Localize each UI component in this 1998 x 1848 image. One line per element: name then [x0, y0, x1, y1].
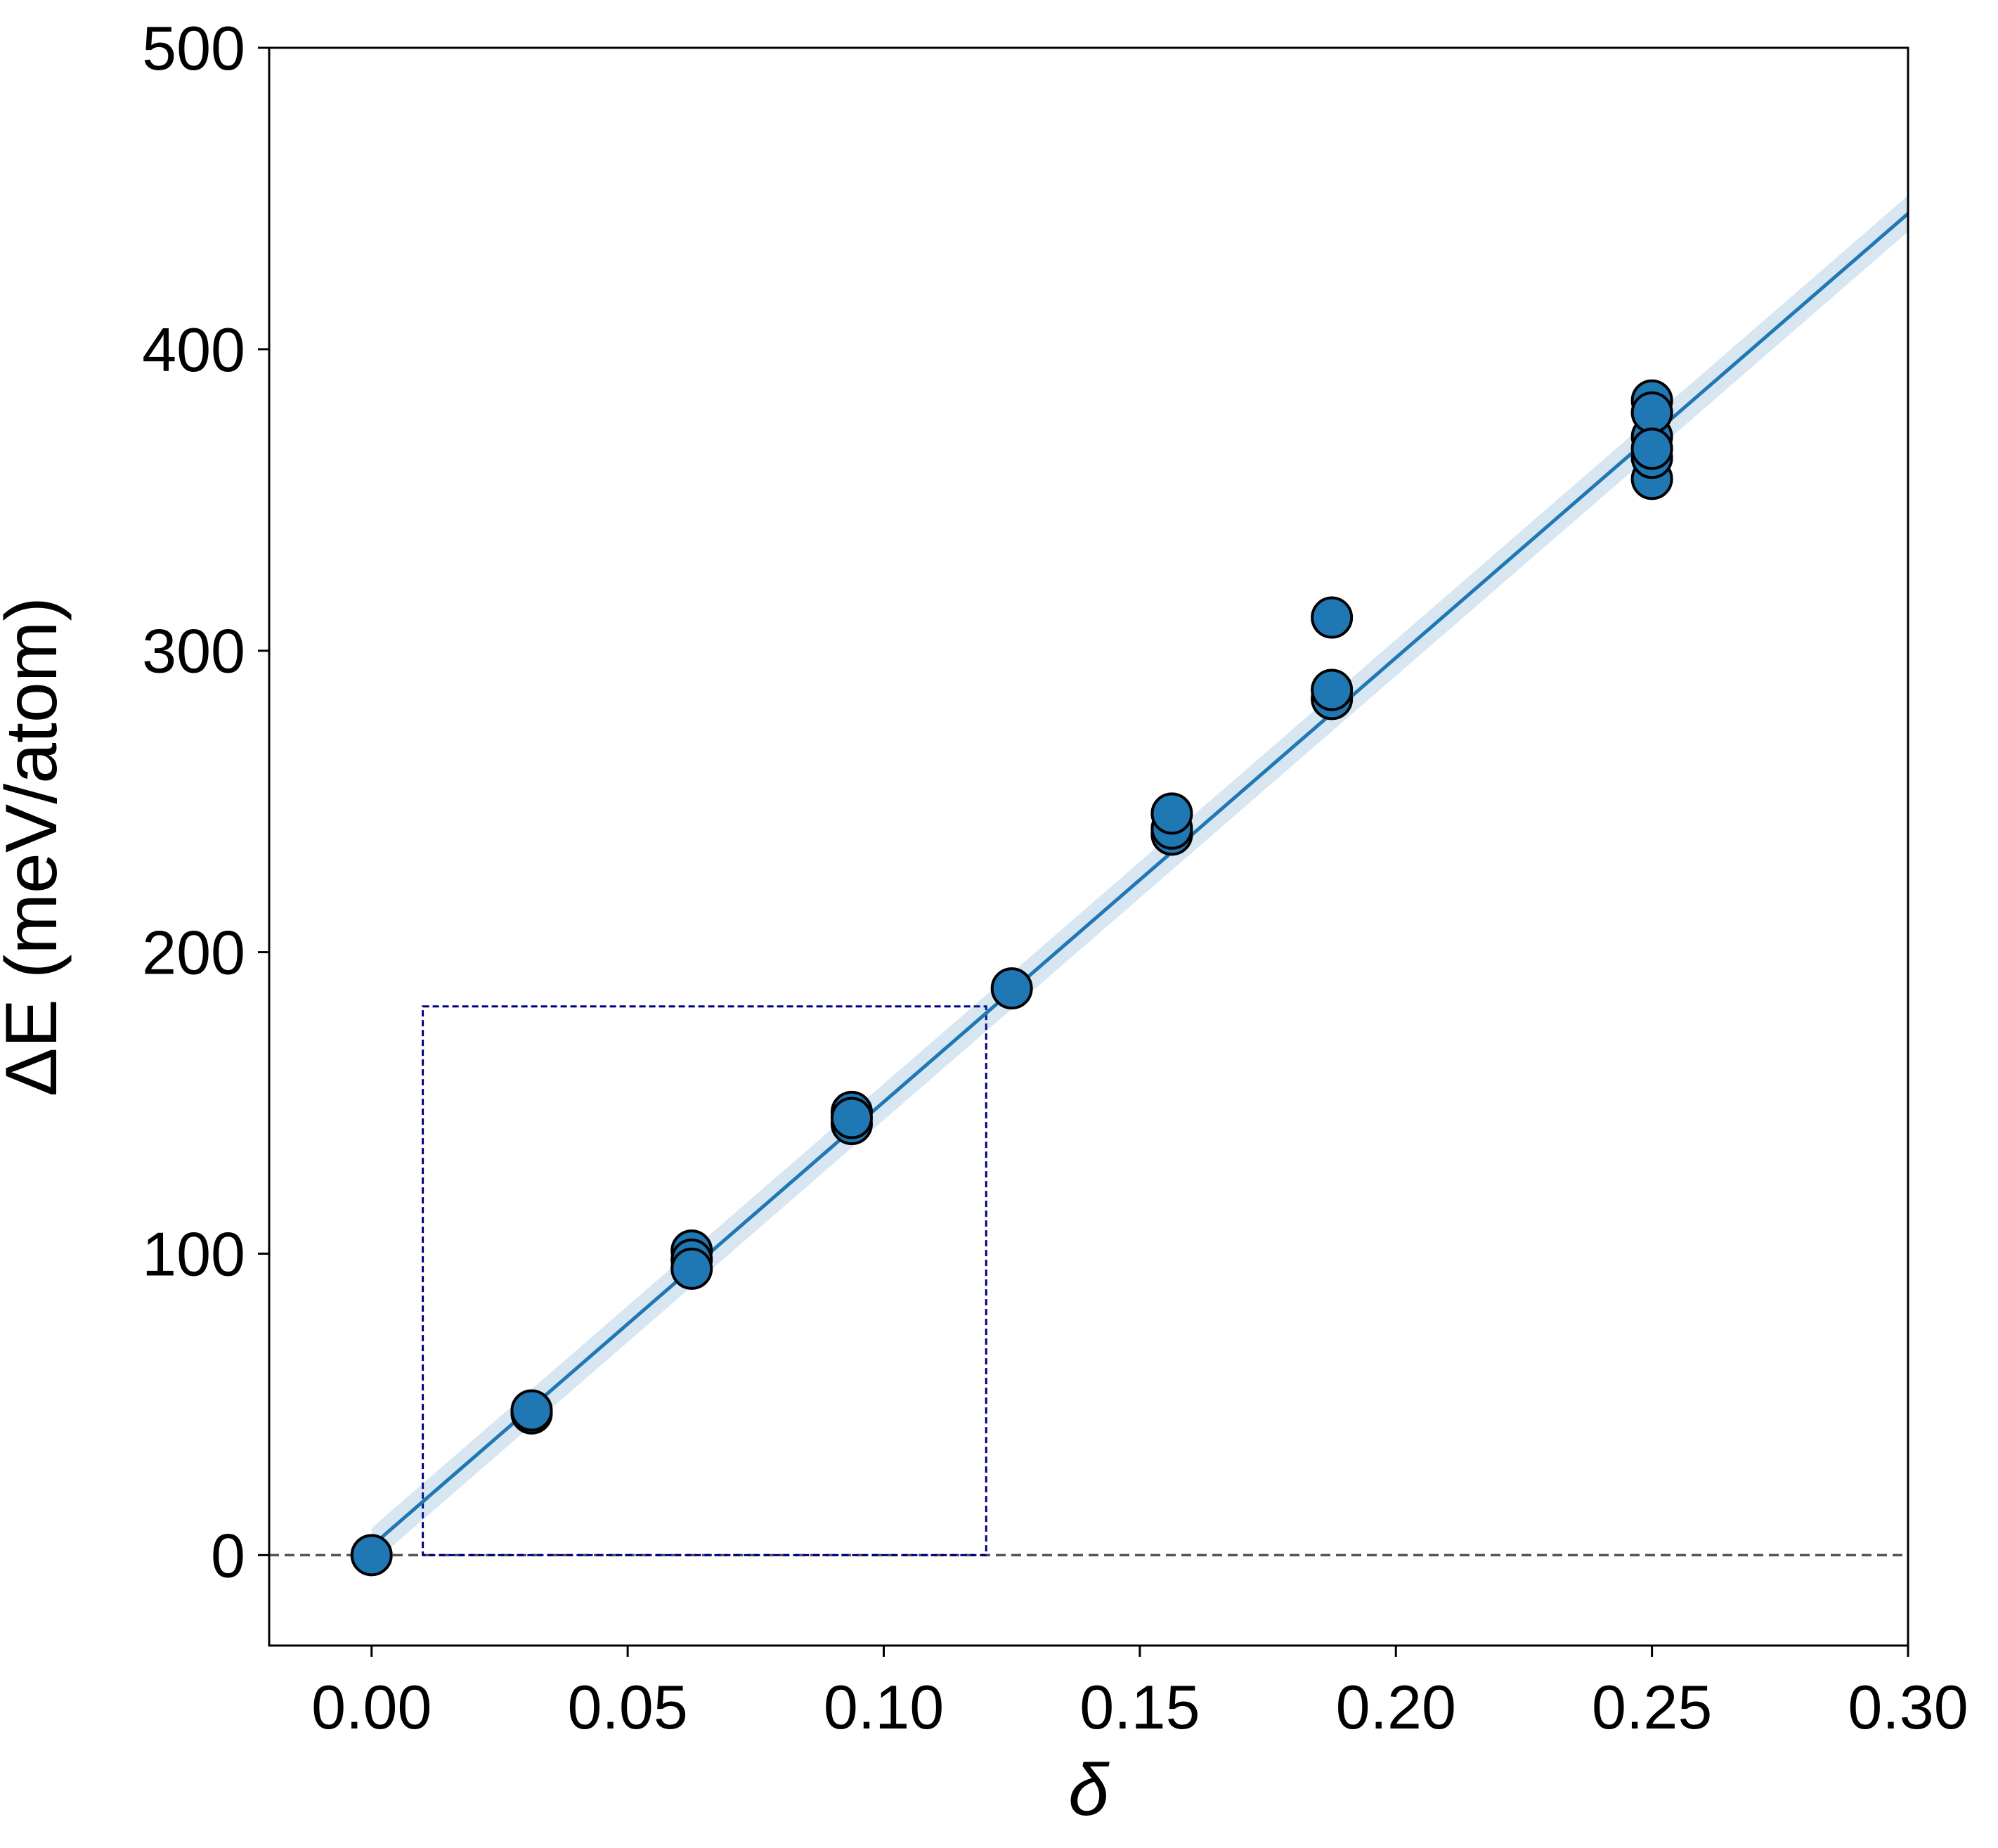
y-tick-label: 500: [142, 13, 245, 83]
fit-line-layer: [370, 212, 1909, 1548]
annotations-layer: [269, 1005, 1908, 1557]
x-tick-label: 0.05: [567, 1672, 687, 1742]
x-tick-label: 0.30: [1848, 1672, 1968, 1742]
data-point: [1311, 596, 1354, 639]
data-point: [1150, 792, 1193, 835]
y-tick-label: 400: [142, 315, 245, 385]
data-point: [510, 1389, 553, 1432]
y-tick-label: 300: [142, 616, 245, 686]
y-tick-label: 200: [142, 918, 245, 988]
x-axis-ticks: 0.00 0.05 0.10 0.15 0.20 0.25 0.30: [311, 1646, 1968, 1742]
x-tick-label: 0.25: [1592, 1672, 1712, 1742]
data-point: [350, 1534, 393, 1577]
data-point: [990, 967, 1033, 1010]
x-tick-label: 0.20: [1336, 1672, 1456, 1742]
x-tick-label: 0.10: [824, 1672, 944, 1742]
y-tick-label: 100: [142, 1219, 245, 1288]
y-axis-ticks: 0 100 200 300 400 500: [142, 13, 269, 1590]
data-point: [670, 1247, 713, 1290]
plot-frame: [268, 46, 1909, 1647]
y-tick-label: 0: [211, 1520, 245, 1590]
data-point: [1630, 391, 1673, 434]
x-tick-label: 0.00: [311, 1672, 432, 1742]
data-point: [1630, 427, 1673, 470]
data-point: [1311, 668, 1354, 711]
x-tick-label: 0.15: [1079, 1672, 1200, 1742]
linear-fit-line: [370, 212, 1909, 1548]
x-axis-label: δ: [1068, 1750, 1110, 1831]
data-points-layer: [350, 379, 1673, 1577]
inset-region-box: [422, 1005, 987, 1556]
data-point: [830, 1097, 873, 1139]
y-axis-label: ΔE (meV/atom): [0, 597, 72, 1097]
